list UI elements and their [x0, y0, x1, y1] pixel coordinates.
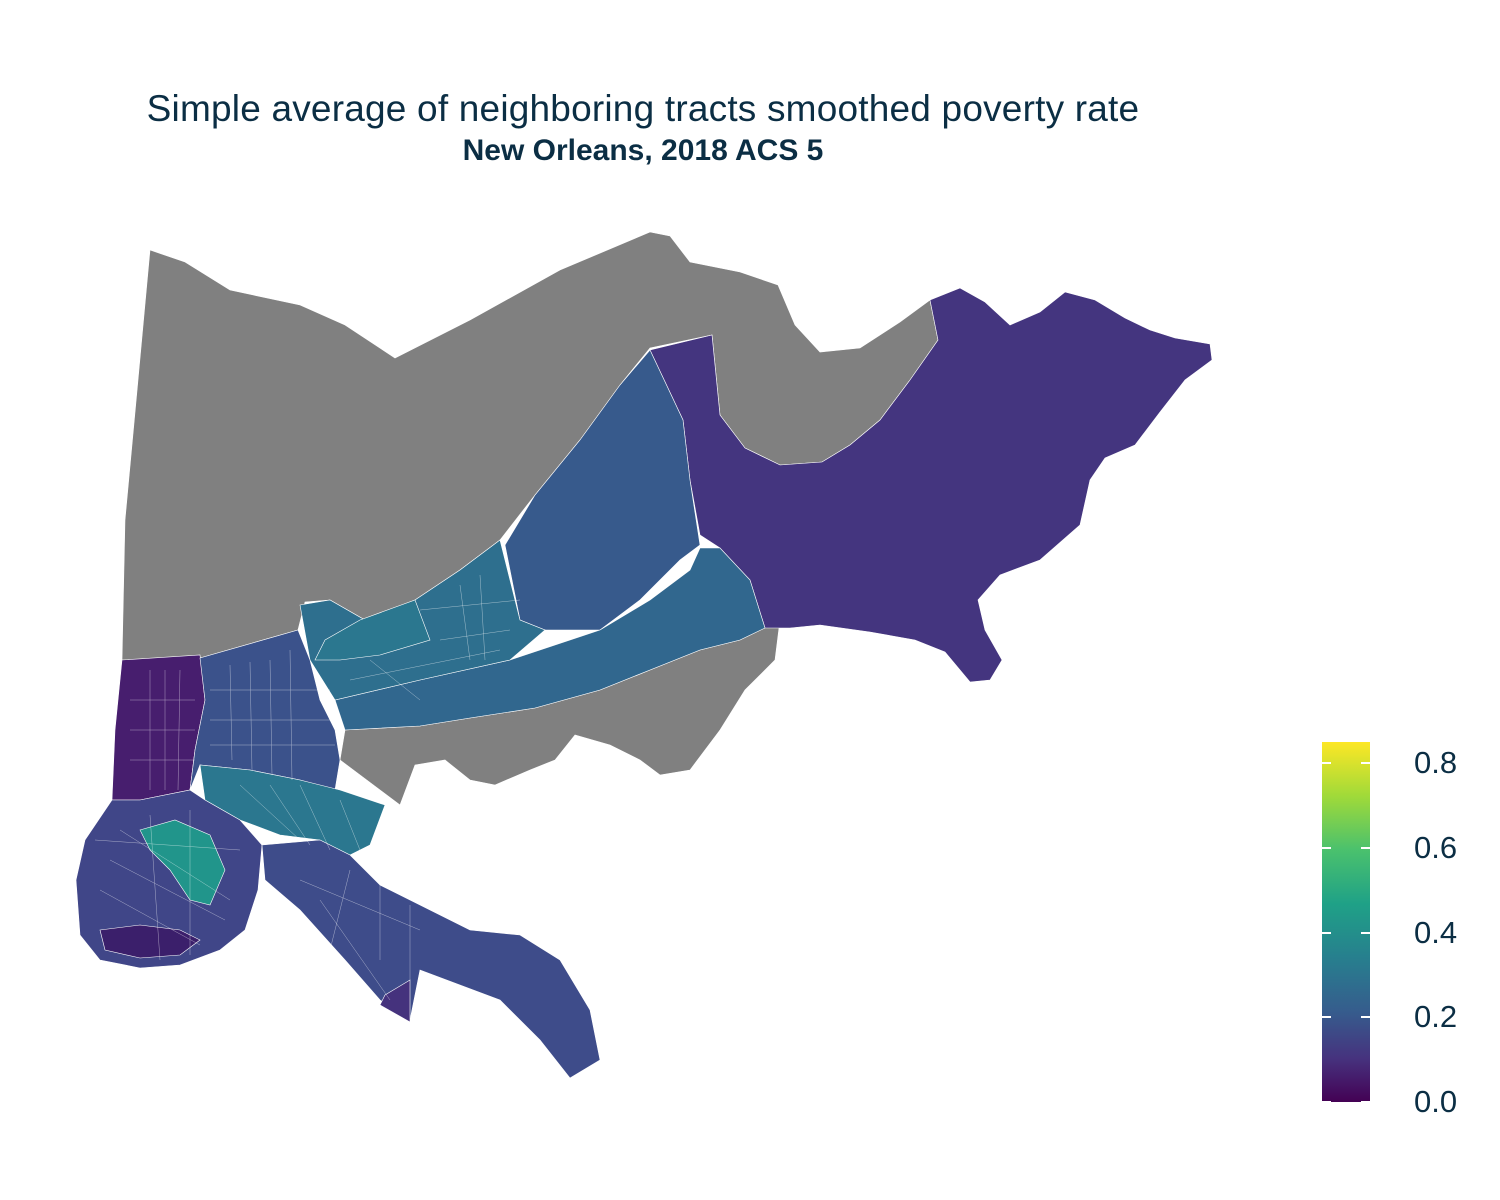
legend-tick-label: 0.0: [1414, 1084, 1458, 1119]
region-lower-ninth[interactable]: [379, 979, 411, 1023]
page-subtitle: New Orleans, 2018 ACS 5: [462, 134, 824, 167]
legend-tick-right: [1361, 1016, 1370, 1019]
legend-colorbar: [1322, 742, 1370, 1102]
region-uptown[interactable]: [75, 789, 263, 969]
region-lakeview-west[interactable]: [111, 654, 206, 801]
region-new-orleans-east[interactable]: [649, 287, 1213, 683]
region-algiers[interactable]: [261, 839, 601, 1079]
legend-tick-label: 0.8: [1414, 745, 1458, 781]
legend-tick-right: [1361, 1101, 1370, 1103]
tract-boundaries: [94, 574, 521, 1001]
page-title: Simple average of neighboring tracts smo…: [146, 88, 1140, 129]
region-seventh-ward[interactable]: [314, 599, 431, 661]
legend-tick-right: [1361, 762, 1370, 765]
legend-tick-right: [1361, 846, 1370, 849]
legend-tick-right: [1361, 931, 1370, 934]
region-central-city[interactable]: [139, 819, 226, 906]
legend-tick-label: 0.2: [1414, 999, 1458, 1035]
legend-tick-left: [1322, 931, 1331, 934]
legend-tick-left: [1322, 762, 1331, 765]
region-gentilly-north[interactable]: [504, 349, 701, 631]
legend-tick-left: [1322, 1101, 1331, 1103]
legend-tick-label: 0.6: [1414, 829, 1458, 865]
legend-tick-left: [1322, 1016, 1331, 1019]
legend-tick-label: 0.4: [1414, 914, 1458, 950]
region-gentilly-east-corridor[interactable]: [334, 547, 766, 731]
legend-tick-left: [1322, 846, 1331, 849]
color-legend: 0.0 0.2 0.4 0.6 0.8: [1322, 742, 1482, 1122]
